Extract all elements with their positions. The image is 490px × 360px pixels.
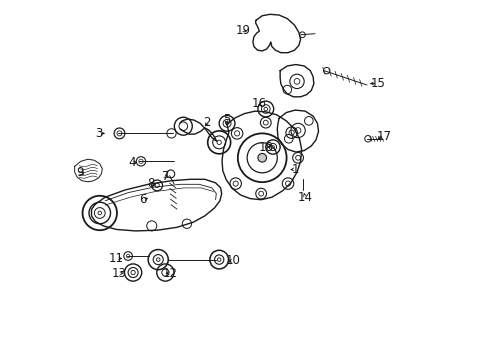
Text: 8: 8 — [147, 177, 155, 190]
Text: 11: 11 — [109, 252, 124, 265]
Text: 2: 2 — [204, 116, 211, 129]
Circle shape — [258, 153, 267, 162]
Text: 5: 5 — [222, 113, 230, 126]
Text: 16: 16 — [252, 98, 267, 111]
Text: 6: 6 — [139, 193, 147, 206]
Text: 10: 10 — [226, 254, 241, 267]
Text: 14: 14 — [298, 191, 313, 204]
Text: 3: 3 — [95, 127, 102, 140]
Text: 4: 4 — [128, 156, 136, 168]
Text: 15: 15 — [370, 77, 385, 90]
Text: 9: 9 — [76, 166, 84, 179]
Text: 12: 12 — [163, 267, 178, 280]
Text: 1: 1 — [292, 163, 299, 176]
Text: 18: 18 — [258, 140, 273, 153]
Text: 17: 17 — [377, 130, 392, 143]
Text: 19: 19 — [236, 24, 251, 37]
Text: 7: 7 — [162, 170, 169, 183]
Text: 13: 13 — [111, 267, 126, 280]
